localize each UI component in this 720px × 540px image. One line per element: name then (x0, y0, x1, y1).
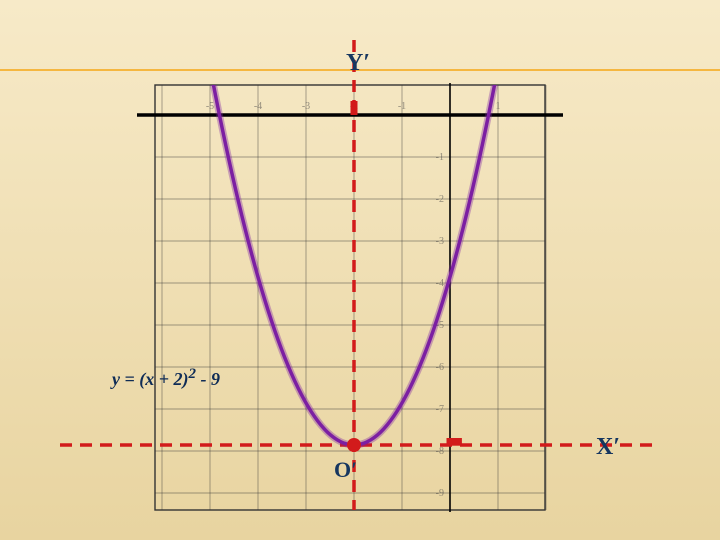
y-prime-label: Y′ (346, 50, 370, 77)
svg-text:-4: -4 (254, 101, 262, 112)
svg-text:-3: -3 (302, 101, 310, 112)
equation-prefix: y = (x + 2) (112, 369, 189, 389)
svg-text:-5: -5 (206, 101, 214, 112)
svg-text:-7: -7 (436, 404, 444, 415)
svg-text:-4: -4 (436, 278, 444, 289)
equation-exponent: 2 (189, 366, 197, 382)
svg-text:-9: -9 (436, 488, 444, 499)
equation-label: y = (x + 2)2 - 9 (112, 366, 220, 390)
svg-text:1: 1 (496, 101, 501, 112)
equation-suffix: - 9 (196, 369, 220, 389)
svg-text:-1: -1 (398, 101, 406, 112)
svg-text:-8: -8 (436, 446, 444, 457)
origin-prime-label: O′ (334, 457, 357, 483)
svg-text:-6: -6 (436, 362, 444, 373)
svg-text:-3: -3 (436, 236, 444, 247)
svg-text:-1: -1 (436, 152, 444, 163)
svg-text:-2: -2 (436, 194, 444, 205)
x-prime-label: X′ (596, 434, 620, 461)
